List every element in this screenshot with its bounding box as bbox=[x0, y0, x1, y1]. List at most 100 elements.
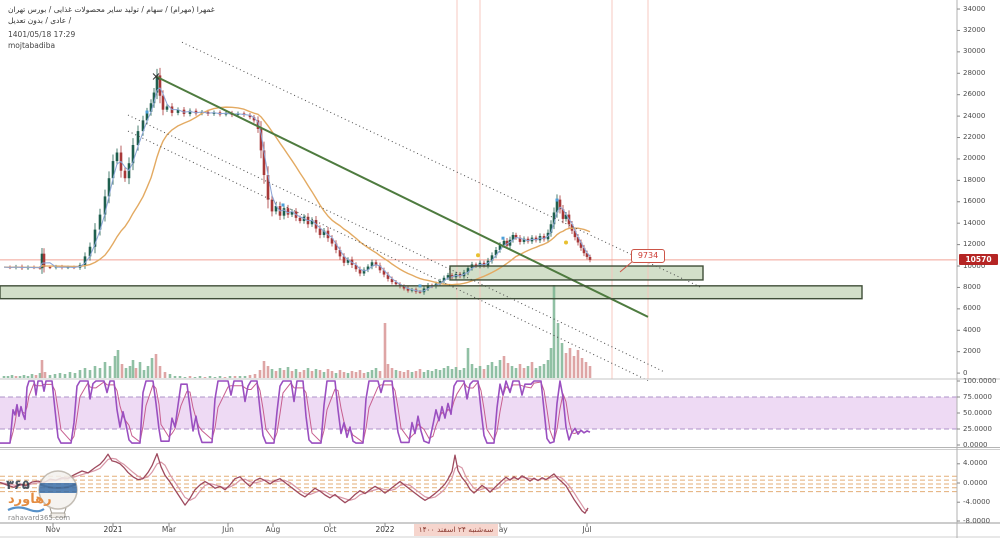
volume-bar bbox=[218, 376, 222, 378]
candle bbox=[141, 120, 145, 132]
volume-bar bbox=[103, 362, 107, 378]
candle bbox=[490, 255, 494, 261]
candle bbox=[579, 242, 583, 248]
volume-bar bbox=[374, 368, 378, 378]
target-price-badge[interactable]: 9734 bbox=[631, 249, 665, 263]
volume-bar bbox=[43, 372, 47, 378]
volume-bar bbox=[270, 369, 274, 378]
volume-bar bbox=[394, 370, 398, 378]
candle bbox=[482, 262, 486, 266]
volume-bar bbox=[78, 370, 82, 378]
candle bbox=[438, 281, 442, 284]
candle bbox=[48, 267, 52, 269]
volume-bar bbox=[248, 375, 252, 378]
volume-bar bbox=[556, 323, 560, 378]
volume-bar bbox=[346, 373, 350, 378]
volume-bar bbox=[502, 356, 506, 378]
candle bbox=[338, 249, 342, 257]
volume-bar bbox=[490, 362, 494, 378]
candle bbox=[145, 111, 149, 121]
candle bbox=[582, 247, 586, 254]
candle bbox=[374, 262, 378, 266]
trendline[interactable] bbox=[155, 75, 649, 318]
candle bbox=[188, 110, 192, 114]
candle bbox=[561, 209, 565, 219]
volume-bar bbox=[183, 377, 187, 378]
candle bbox=[522, 238, 526, 242]
volume-bar bbox=[163, 372, 167, 378]
volume-bar bbox=[522, 368, 526, 378]
volume-bar bbox=[203, 377, 207, 378]
volume-bar bbox=[314, 369, 318, 378]
dotted-channel-line-1[interactable] bbox=[127, 114, 666, 373]
volume-bar bbox=[26, 376, 30, 378]
candle bbox=[322, 230, 326, 235]
candle bbox=[552, 212, 556, 225]
dotted-channel-line-2[interactable] bbox=[127, 130, 649, 382]
osc-main-line bbox=[0, 453, 589, 514]
volume-bar bbox=[466, 348, 470, 378]
stoch-tick-label: 100.0000 bbox=[963, 376, 997, 385]
volume-bar bbox=[542, 364, 546, 378]
volume-bar bbox=[10, 375, 14, 378]
candle bbox=[310, 219, 314, 225]
dotted-channel-line-0[interactable] bbox=[181, 41, 701, 288]
candle bbox=[576, 237, 580, 243]
candle bbox=[390, 278, 394, 283]
volume-bar bbox=[178, 376, 182, 378]
volume-bar bbox=[228, 376, 232, 378]
volume-bar bbox=[386, 364, 390, 378]
volume-bar bbox=[253, 374, 257, 378]
volume-bar bbox=[338, 370, 342, 378]
volume-bar bbox=[158, 366, 162, 378]
candle bbox=[386, 274, 390, 279]
trendline-anchor[interactable] bbox=[152, 73, 160, 80]
candle bbox=[286, 208, 290, 215]
osc-tick-label: -8.0000 bbox=[963, 516, 991, 525]
price-tick-label: 14000 bbox=[963, 218, 986, 227]
volume-bar bbox=[362, 373, 366, 378]
candle bbox=[558, 199, 562, 210]
price-tick-label: 24000 bbox=[963, 111, 986, 120]
stoch-signal-line bbox=[0, 381, 591, 444]
volume-bar bbox=[83, 368, 87, 378]
candle bbox=[40, 253, 44, 269]
volume-bar bbox=[334, 373, 338, 378]
candle bbox=[256, 120, 260, 129]
volume-bar bbox=[546, 360, 550, 378]
time-tick-label: Mar bbox=[161, 525, 177, 534]
volume-bar bbox=[446, 366, 450, 378]
time-tick-label: Aug bbox=[265, 525, 281, 534]
volume-bar bbox=[560, 343, 564, 378]
supply-zone-1[interactable] bbox=[0, 285, 862, 299]
volume-bar bbox=[193, 377, 197, 378]
volume-bar bbox=[243, 376, 247, 378]
volume-bar bbox=[298, 372, 302, 378]
candle bbox=[270, 199, 274, 212]
volume-bar bbox=[366, 372, 370, 378]
volume-bar bbox=[302, 370, 306, 378]
balloon-icon bbox=[7, 470, 78, 518]
candle bbox=[98, 214, 102, 230]
candle bbox=[378, 265, 382, 271]
supply-zone-0[interactable] bbox=[450, 266, 703, 280]
volume-bar bbox=[73, 373, 77, 378]
candle bbox=[152, 92, 156, 104]
blue-dot-marker bbox=[418, 284, 422, 288]
volume-bar bbox=[576, 350, 580, 378]
candle bbox=[330, 238, 334, 244]
candle bbox=[410, 289, 414, 291]
watermark-brand: رهآورد bbox=[8, 492, 52, 507]
price-tick-label: 30000 bbox=[963, 47, 986, 56]
candle bbox=[248, 115, 252, 118]
time-tick-label: Jun bbox=[222, 525, 234, 534]
candle bbox=[165, 106, 169, 110]
candle bbox=[155, 75, 159, 93]
volume-bar bbox=[116, 350, 120, 378]
candle bbox=[494, 249, 498, 256]
candle bbox=[514, 234, 518, 238]
volume-bar bbox=[262, 361, 266, 378]
volume-bar bbox=[418, 369, 422, 378]
volume-bar bbox=[398, 371, 402, 378]
